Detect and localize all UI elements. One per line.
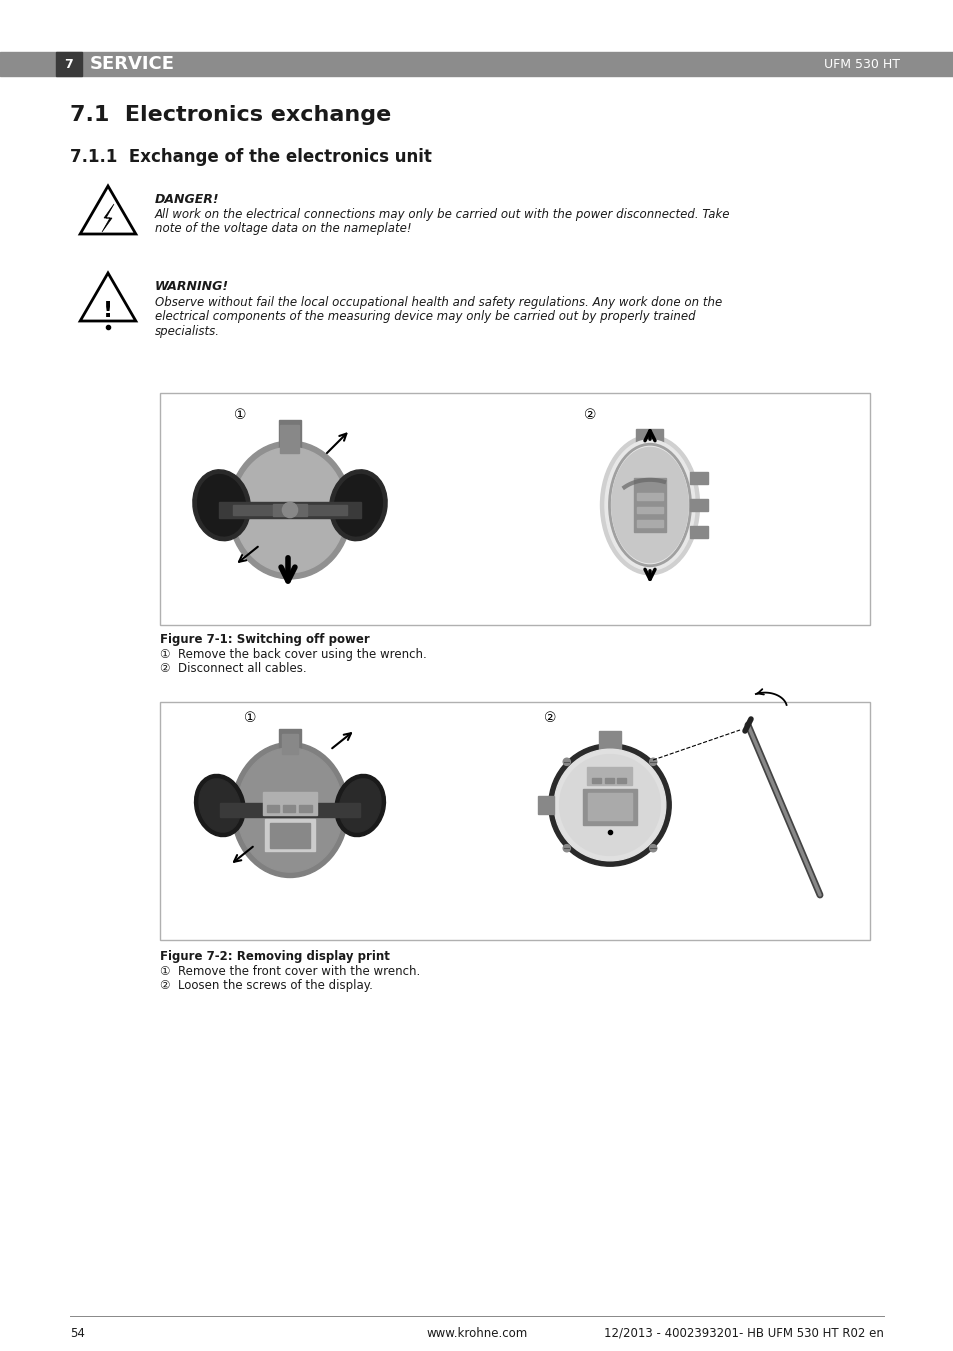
- Text: WARNING!: WARNING!: [154, 280, 229, 293]
- Ellipse shape: [236, 748, 343, 873]
- Text: 7.1.1  Exchange of the electronics unit: 7.1.1 Exchange of the electronics unit: [70, 149, 432, 166]
- Bar: [298, 805, 312, 812]
- Text: specialists.: specialists.: [154, 326, 220, 338]
- Bar: [273, 504, 307, 516]
- Polygon shape: [80, 273, 135, 322]
- Text: ①: ①: [233, 408, 246, 422]
- Text: electrical components of the measuring device may only be carried out by properl: electrical components of the measuring d…: [154, 309, 695, 323]
- Polygon shape: [102, 204, 113, 232]
- Bar: [588, 793, 631, 820]
- Ellipse shape: [233, 447, 346, 573]
- Bar: [0, 51, 953, 76]
- Bar: [633, 478, 665, 532]
- Bar: [637, 493, 662, 500]
- Bar: [280, 424, 299, 453]
- Bar: [282, 805, 295, 812]
- Text: www.krohne.com: www.krohne.com: [426, 1327, 527, 1340]
- Bar: [592, 778, 600, 784]
- Text: ②: ②: [583, 408, 596, 422]
- Polygon shape: [80, 186, 135, 234]
- Text: Figure 7-2: Removing display print: Figure 7-2: Removing display print: [160, 950, 390, 963]
- Circle shape: [649, 758, 656, 766]
- Bar: [219, 802, 360, 817]
- Bar: [265, 819, 314, 851]
- Ellipse shape: [330, 470, 387, 540]
- Text: Observe without fail the local occupational health and safety regulations. Any w: Observe without fail the local occupatio…: [154, 296, 721, 309]
- Ellipse shape: [335, 774, 385, 836]
- Bar: [587, 767, 632, 785]
- Bar: [637, 520, 662, 527]
- Bar: [263, 792, 316, 815]
- Circle shape: [548, 744, 671, 866]
- Ellipse shape: [197, 474, 245, 536]
- Ellipse shape: [335, 474, 382, 536]
- Text: note of the voltage data on the nameplate!: note of the voltage data on the nameplat…: [154, 222, 411, 235]
- Bar: [278, 420, 301, 453]
- Bar: [279, 730, 300, 754]
- Circle shape: [649, 844, 656, 851]
- Text: ①: ①: [244, 711, 256, 725]
- Bar: [537, 796, 554, 815]
- Bar: [56, 51, 82, 76]
- Bar: [637, 507, 662, 513]
- Text: All work on the electrical connections may only be carried out with the power di: All work on the electrical connections m…: [154, 208, 730, 222]
- Circle shape: [562, 844, 570, 851]
- Bar: [690, 499, 708, 511]
- Bar: [160, 703, 869, 940]
- Text: SERVICE: SERVICE: [90, 55, 174, 73]
- Ellipse shape: [228, 442, 352, 578]
- Ellipse shape: [599, 435, 699, 574]
- Text: ②: ②: [543, 711, 556, 725]
- Bar: [160, 393, 869, 626]
- Bar: [690, 471, 708, 484]
- Text: Figure 7-1: Switching off power: Figure 7-1: Switching off power: [160, 634, 370, 646]
- Bar: [218, 503, 361, 517]
- Circle shape: [282, 503, 297, 517]
- Bar: [604, 778, 613, 784]
- Text: ②  Disconnect all cables.: ② Disconnect all cables.: [160, 662, 306, 676]
- Text: UFM 530 HT: UFM 530 HT: [823, 58, 899, 70]
- Text: 54: 54: [70, 1327, 85, 1340]
- Bar: [617, 778, 625, 784]
- Circle shape: [554, 750, 665, 861]
- Text: ①  Remove the front cover with the wrench.: ① Remove the front cover with the wrench…: [160, 965, 420, 978]
- Text: ①  Remove the back cover using the wrench.: ① Remove the back cover using the wrench…: [160, 648, 426, 661]
- Ellipse shape: [194, 774, 245, 836]
- Bar: [266, 805, 279, 812]
- Ellipse shape: [199, 780, 240, 832]
- Ellipse shape: [232, 743, 348, 878]
- Bar: [690, 526, 708, 538]
- Text: 7: 7: [65, 58, 73, 70]
- Bar: [233, 505, 347, 515]
- Text: ②  Loosen the screws of the display.: ② Loosen the screws of the display.: [160, 979, 373, 992]
- Bar: [281, 735, 297, 754]
- Ellipse shape: [193, 470, 250, 540]
- Ellipse shape: [604, 439, 695, 570]
- Text: 7.1  Electronics exchange: 7.1 Electronics exchange: [70, 105, 391, 126]
- Bar: [598, 731, 620, 751]
- Ellipse shape: [339, 780, 380, 832]
- Text: !: !: [103, 301, 113, 322]
- Bar: [270, 823, 310, 848]
- Text: 12/2013 - 4002393201- HB UFM 530 HT R02 en: 12/2013 - 4002393201- HB UFM 530 HT R02 …: [603, 1327, 883, 1340]
- Circle shape: [559, 755, 659, 855]
- Circle shape: [562, 758, 570, 766]
- Bar: [582, 789, 637, 825]
- Ellipse shape: [611, 447, 687, 562]
- Text: DANGER!: DANGER!: [154, 193, 219, 205]
- Bar: [636, 428, 662, 446]
